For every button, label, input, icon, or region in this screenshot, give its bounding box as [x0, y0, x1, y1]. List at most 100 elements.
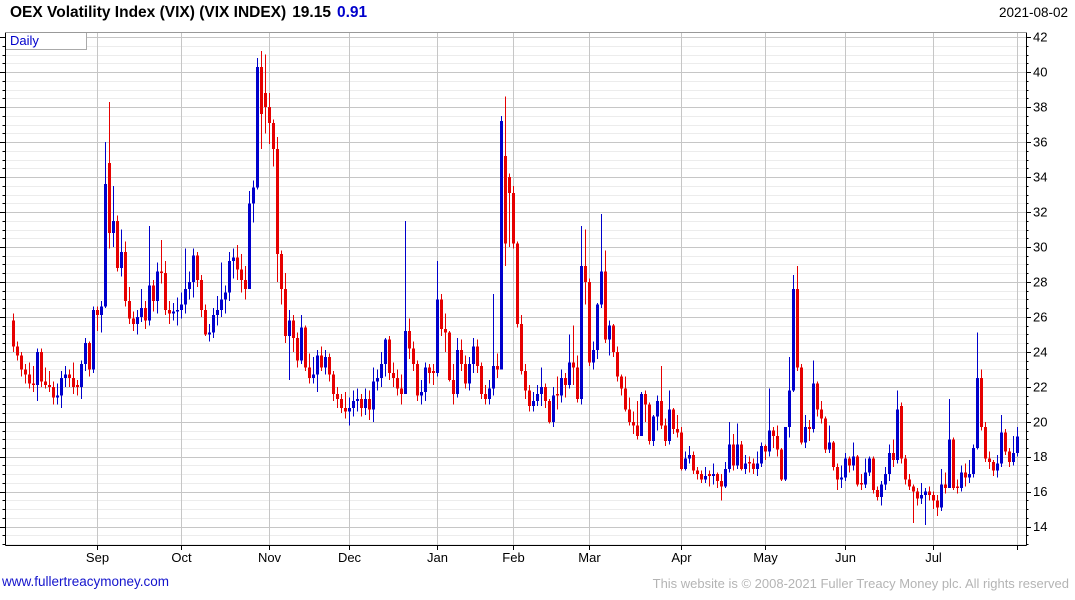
- candle: [628, 397, 631, 426]
- candle-body: [604, 271, 607, 340]
- candle-body: [372, 381, 375, 410]
- candle-body: [988, 458, 991, 462]
- candle-body: [544, 386, 547, 401]
- candle-body: [732, 444, 735, 466]
- candle-body: [736, 444, 739, 466]
- candle-body: [664, 425, 667, 442]
- candle: [764, 444, 767, 461]
- candle: [496, 353, 499, 379]
- candle-body: [852, 456, 855, 466]
- x-tick-label: May: [753, 550, 778, 565]
- candle: [512, 185, 515, 249]
- candle: [312, 357, 315, 384]
- candle-body: [804, 427, 807, 443]
- y-tick-label: 18: [1033, 449, 1047, 464]
- candle: [428, 364, 431, 384]
- candle: [68, 369, 71, 387]
- candle-body: [692, 454, 695, 471]
- candle: [1004, 428, 1007, 455]
- candle: [808, 420, 811, 442]
- candle: [968, 460, 971, 483]
- candle: [760, 442, 763, 468]
- candle: [604, 250, 607, 344]
- candle: [360, 393, 363, 417]
- candle-body: [216, 309, 219, 316]
- candle: [260, 51, 263, 150]
- candle: [388, 336, 391, 380]
- candle: [340, 393, 343, 414]
- candle-body: [392, 372, 395, 379]
- site-link[interactable]: www.fullertreacymoney.com: [2, 574, 170, 589]
- candle: [772, 427, 775, 448]
- candle: [52, 381, 55, 405]
- candle: [964, 463, 967, 487]
- candle-body: [920, 495, 923, 499]
- candle: [452, 364, 455, 405]
- candle-body: [196, 255, 199, 281]
- candle-body: [236, 257, 239, 270]
- candle: [552, 386, 555, 428]
- candle: [824, 416, 827, 454]
- candle-body: [256, 66, 259, 188]
- candle: [680, 427, 683, 471]
- candle-body: [844, 458, 847, 478]
- candle-body: [548, 400, 551, 422]
- candle-body: [848, 458, 851, 466]
- candle: [744, 454, 747, 475]
- candle-body: [984, 427, 987, 459]
- candle-body: [20, 355, 23, 370]
- candle: [928, 486, 931, 501]
- candle-body: [44, 381, 47, 386]
- candle-body: [900, 406, 903, 459]
- candle: [368, 390, 371, 421]
- candle: [480, 362, 483, 400]
- candle: [108, 101, 111, 249]
- candle-body: [768, 430, 771, 452]
- candle: [800, 364, 803, 445]
- candle-body: [716, 474, 719, 482]
- candle-body: [212, 315, 215, 333]
- candle-body: [108, 163, 111, 234]
- candle-body: [828, 442, 831, 450]
- candle-body: [288, 320, 291, 337]
- candle-body: [292, 320, 295, 338]
- candle-body: [252, 187, 255, 204]
- candle: [728, 421, 731, 473]
- candle-body: [96, 309, 99, 316]
- candle-body: [912, 486, 915, 492]
- candle-body: [204, 309, 207, 335]
- candle: [96, 306, 99, 331]
- candle-body: [432, 371, 435, 373]
- candle: [972, 444, 975, 478]
- candle: [668, 390, 671, 445]
- candle-body: [152, 285, 155, 302]
- candle-body: [628, 409, 631, 422]
- candle-body: [756, 463, 759, 469]
- candle: [276, 136, 279, 282]
- candle: [988, 451, 991, 469]
- candle-body: [972, 447, 975, 475]
- candle-body: [816, 383, 819, 410]
- candle-body: [36, 351, 39, 386]
- candle-body: [528, 390, 531, 407]
- candle-body: [928, 491, 931, 496]
- candle-body: [552, 395, 555, 422]
- candle: [804, 414, 807, 448]
- candle: [492, 294, 495, 396]
- y-tick-label: 16: [1033, 484, 1047, 499]
- x-tick-label: Jun: [835, 550, 856, 565]
- candle-body: [344, 407, 347, 412]
- candle-body: [304, 327, 307, 368]
- candle-body: [976, 378, 979, 448]
- candle: [416, 360, 419, 401]
- candle: [848, 456, 851, 473]
- candle: [560, 369, 563, 403]
- candle-body: [860, 482, 863, 485]
- candle: [648, 402, 651, 445]
- candle-body: [556, 393, 559, 396]
- candle-body: [516, 243, 519, 324]
- candle-body: [300, 327, 303, 361]
- candle-body: [296, 337, 299, 361]
- candle: [220, 262, 223, 317]
